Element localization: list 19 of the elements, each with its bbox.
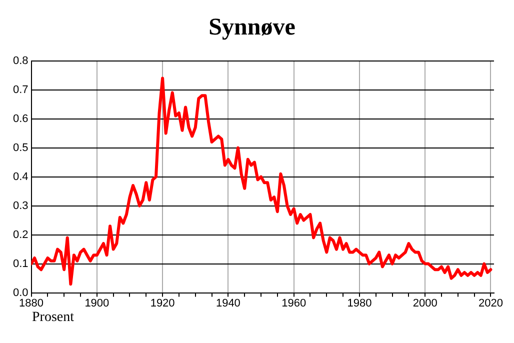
y-tick-label: 0.5 <box>12 142 28 154</box>
x-tick-label: 1960 <box>282 297 306 310</box>
x-tick-label: 1880 <box>19 297 44 310</box>
y-tick-label: 0.7 <box>12 84 28 96</box>
y-tick-label: 0.0 <box>12 286 28 299</box>
x-tick-label: 2020 <box>478 297 503 310</box>
chart-title: Synnøve <box>208 14 296 41</box>
text: Prosent <box>32 310 74 326</box>
y-tick-label: 0.2 <box>12 228 28 241</box>
x-tick-label: 1980 <box>347 297 372 310</box>
x-tick-label: 2000 <box>412 297 438 310</box>
x-tick-label: 1900 <box>84 297 110 310</box>
y-tick-label: 0.1 <box>12 258 28 270</box>
y-tick-label: 0.3 <box>12 200 28 212</box>
y-tick-label: 0.4 <box>12 170 28 183</box>
y-tick-label: 0.6 <box>12 112 28 125</box>
x-tick-label: 1920 <box>150 297 175 310</box>
y-tick-label: 0.8 <box>12 54 28 67</box>
x-tick-label: 1940 <box>216 297 240 310</box>
